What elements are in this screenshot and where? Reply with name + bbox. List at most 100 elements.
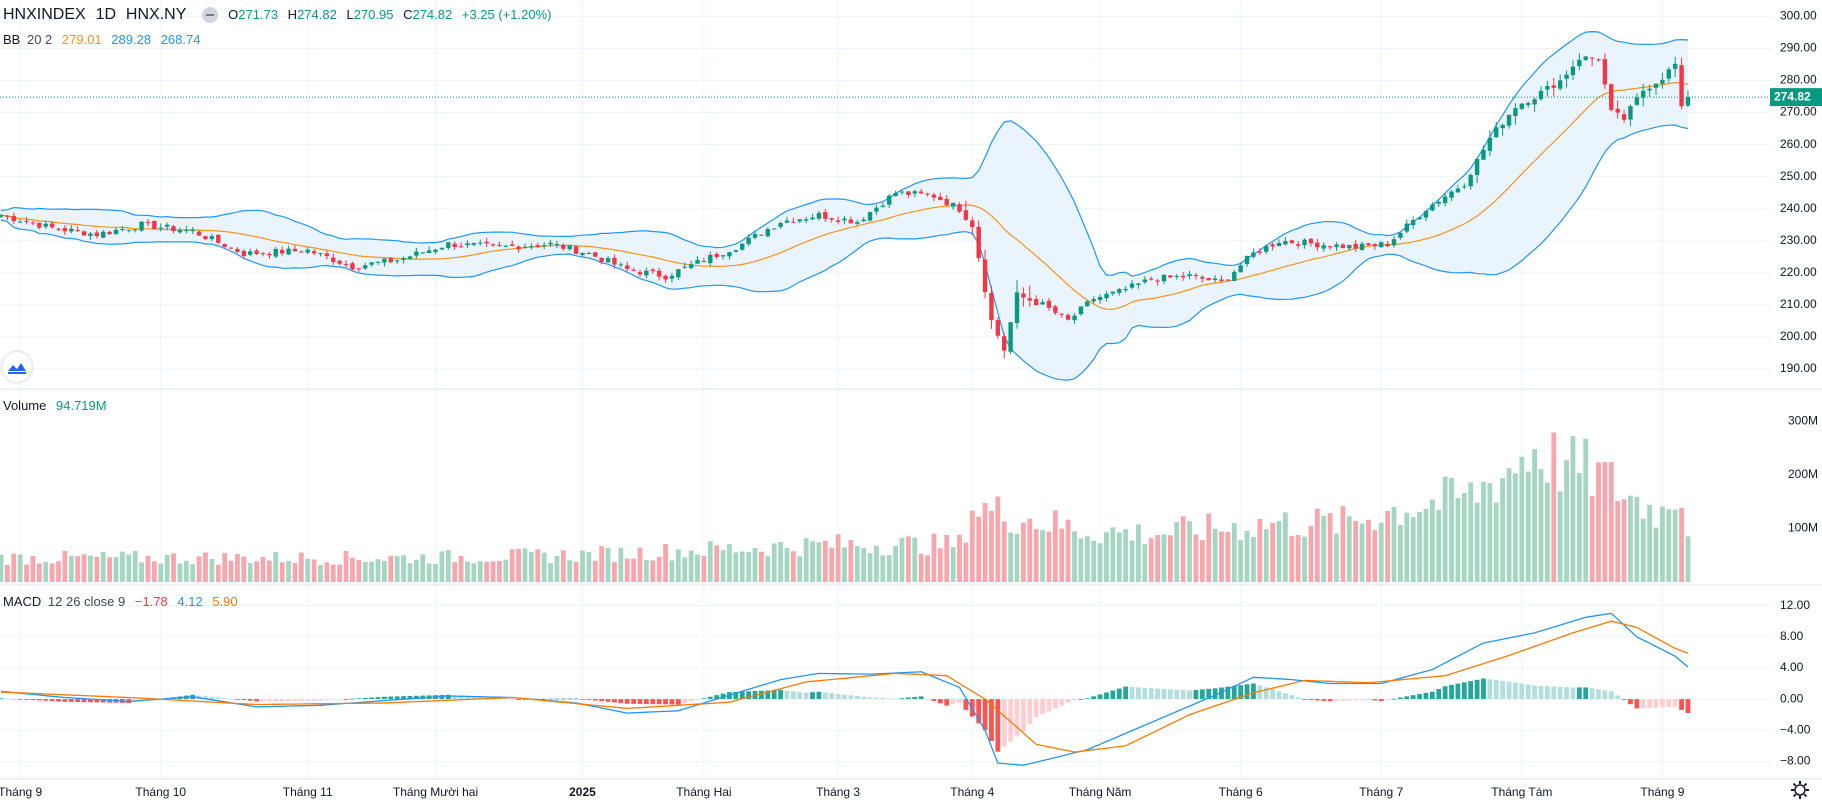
volume-bar[interactable] (458, 555, 464, 582)
macd-hist-bar[interactable] (273, 699, 279, 702)
volume-bar[interactable] (356, 559, 362, 582)
volume-bar[interactable] (631, 558, 637, 582)
candle[interactable] (1168, 275, 1173, 279)
volume-bar[interactable] (931, 533, 937, 582)
macd-hist-bar[interactable] (1251, 683, 1256, 700)
volume-bar[interactable] (1295, 535, 1301, 582)
macd-hist-bar[interactable] (318, 699, 323, 701)
candle[interactable] (433, 248, 438, 255)
candle[interactable] (69, 225, 74, 234)
macd-hist-bar[interactable] (739, 691, 745, 700)
volume-bar[interactable] (905, 536, 911, 582)
macd-hist-bar[interactable] (1487, 679, 1493, 700)
macd-hist-bar[interactable] (1027, 699, 1033, 725)
candle[interactable] (382, 258, 387, 267)
macd-hist-bar[interactable] (1282, 693, 1288, 700)
macd-hist-bar[interactable] (663, 699, 668, 705)
volume-bar[interactable] (1097, 543, 1103, 582)
candle[interactable] (1244, 255, 1250, 267)
candle[interactable] (918, 188, 924, 195)
volume-bar[interactable] (343, 550, 349, 582)
volume-bar[interactable] (880, 555, 886, 582)
volume-bar[interactable] (618, 547, 624, 582)
macd-hist-bar[interactable] (445, 694, 451, 700)
volume-bar[interactable] (1327, 513, 1333, 582)
macd-hist-bar[interactable] (1602, 690, 1608, 700)
candle[interactable] (1219, 275, 1224, 282)
candle[interactable] (5, 215, 10, 221)
volume-bar[interactable] (1615, 501, 1621, 582)
volume-bar[interactable] (324, 562, 330, 582)
volume-bar[interactable] (682, 557, 688, 582)
volume-bar[interactable] (714, 545, 720, 582)
candle[interactable] (1251, 248, 1256, 259)
candle[interactable] (548, 239, 553, 247)
macd-hist-bar[interactable] (599, 699, 605, 702)
macd-hist-bar[interactable] (688, 699, 694, 702)
macd-hist-bar[interactable] (401, 696, 406, 700)
volume-bar[interactable] (1282, 512, 1288, 582)
candle[interactable] (1385, 241, 1390, 248)
macd-hist-bar[interactable] (937, 699, 943, 704)
volume-bar[interactable] (1052, 510, 1058, 582)
macd-hist-bar[interactable] (1187, 690, 1192, 700)
volume-bar[interactable] (490, 561, 496, 582)
volume-bar[interactable] (394, 556, 400, 582)
macd-hist-bar[interactable] (215, 697, 221, 700)
candle[interactable] (573, 245, 579, 255)
macd-hist-bar[interactable] (350, 698, 355, 700)
volume-bar[interactable] (1385, 510, 1391, 582)
candle[interactable] (164, 222, 170, 231)
candle[interactable] (880, 202, 886, 208)
volume-bar[interactable] (1576, 472, 1582, 582)
candle[interactable] (1672, 56, 1678, 78)
volume-bar[interactable] (120, 551, 125, 582)
candle[interactable] (708, 251, 713, 267)
volume-bar[interactable] (362, 562, 368, 582)
macd-hist-bar[interactable] (714, 695, 720, 700)
macd-hist-bar[interactable] (1340, 699, 1346, 701)
volume-bar[interactable] (68, 555, 74, 582)
candle[interactable] (631, 267, 636, 272)
macd-hist-bar[interactable] (24, 699, 29, 700)
volume-bar[interactable] (1583, 438, 1589, 582)
macd-hist-bar[interactable] (477, 696, 483, 700)
volume-bar[interactable] (17, 554, 23, 582)
volume-bar[interactable] (1257, 518, 1263, 582)
macd-hist-bar[interactable] (1519, 683, 1525, 700)
candle[interactable] (1487, 130, 1493, 157)
candle[interactable] (1123, 286, 1128, 293)
macd-hist-bar[interactable] (1525, 684, 1531, 700)
candle[interactable] (1538, 86, 1544, 101)
macd-hist-bar[interactable] (1557, 686, 1563, 700)
volume-bar[interactable] (592, 560, 598, 582)
volume-bar[interactable] (1244, 530, 1250, 582)
candle[interactable] (158, 223, 163, 232)
macd-hist-bar[interactable] (637, 699, 643, 704)
macd-hist-bar[interactable] (1391, 698, 1397, 700)
volume-bar[interactable] (624, 558, 630, 582)
volume-bar[interactable] (382, 560, 387, 582)
candle[interactable] (1615, 100, 1620, 119)
volume-bar[interactable] (1321, 515, 1327, 582)
macd-hist-bar[interactable] (1161, 688, 1167, 700)
candle[interactable] (260, 252, 266, 257)
macd-hist-bar[interactable] (1212, 688, 1218, 700)
macd-hist-bar[interactable] (1615, 695, 1621, 700)
volume-bar[interactable] (1564, 460, 1569, 582)
candle[interactable] (912, 189, 917, 197)
macd-hist-bar[interactable] (950, 699, 956, 705)
macd-hist-bar[interactable] (1474, 679, 1480, 700)
macd-hist-bar[interactable] (982, 699, 988, 731)
volume-bar[interactable] (1084, 536, 1090, 582)
candle[interactable] (0, 214, 4, 219)
candle[interactable] (720, 254, 726, 260)
macd-hist-bar[interactable] (886, 698, 892, 700)
candle[interactable] (356, 267, 362, 273)
volume-bar[interactable] (171, 553, 176, 582)
volume-bar[interactable] (266, 560, 272, 582)
macd-hist-bar[interactable] (1263, 687, 1269, 700)
candle[interactable] (970, 216, 975, 235)
macd-hist-bar[interactable] (1072, 699, 1077, 700)
macd-hist-bar[interactable] (4, 698, 10, 700)
